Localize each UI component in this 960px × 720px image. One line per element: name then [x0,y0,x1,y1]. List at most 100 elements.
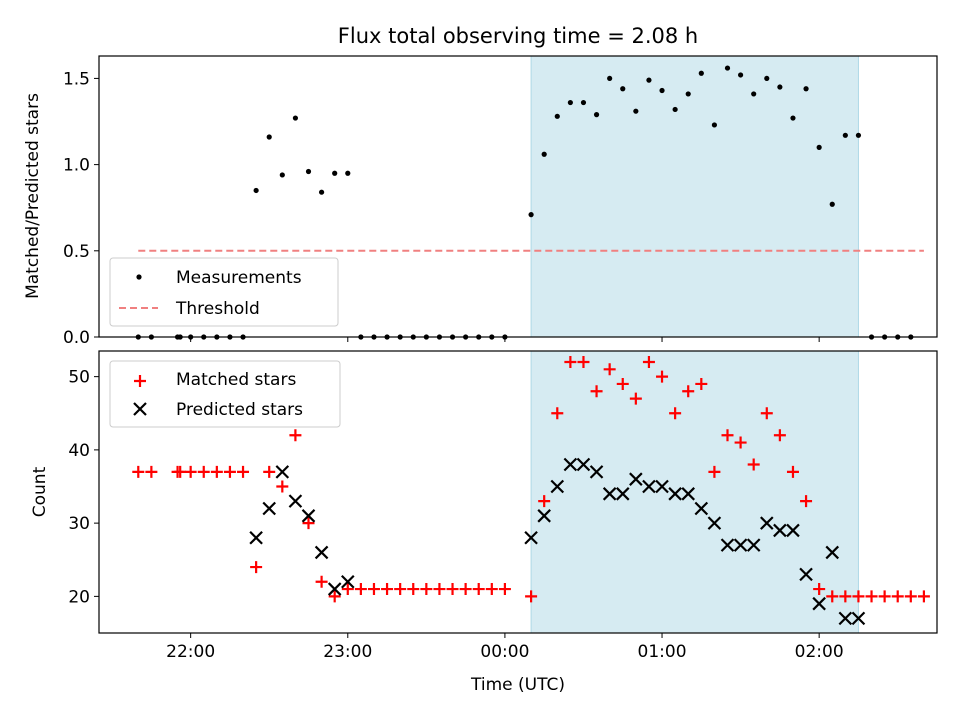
top-axis-ticks: 0.0 0.5 1.0 1.5 [63,69,820,348]
measurement-point [292,115,299,121]
matched-point [813,583,826,596]
predicted-point [655,479,669,494]
predicted-point [825,545,840,560]
measurement-point [345,170,351,176]
measurement-point [318,189,325,195]
y-tick-label-bottom: 30 [68,514,90,534]
matched-point [315,575,328,588]
matched-point [132,465,145,478]
predicted-point [812,596,826,611]
y-tick-label-top: 0.5 [63,242,90,262]
matched-point [237,465,250,478]
predicted-point [301,509,316,523]
matched-point [289,429,302,442]
top-axes-frame [98,55,938,338]
matched-point [381,583,394,596]
top-legend: Measurements Threshold [109,257,339,327]
predicted-point [707,516,722,530]
measurement-point [620,86,626,92]
matched-point [210,465,223,478]
legend-predicted-marker [133,402,147,416]
matched-point [760,407,773,420]
measurement-point [580,99,587,106]
matched-point [564,355,577,368]
matched-point [616,377,629,390]
matched-point [682,385,695,398]
predicted-point [341,574,355,589]
bottom-axes-frame [98,350,938,634]
predicted-point [838,611,853,626]
predicted-point [550,479,565,494]
matched-point [174,465,187,478]
shaded-span-top [530,55,859,338]
predicted-point [524,531,538,545]
matched-point [891,590,904,603]
predicted-point [733,538,748,552]
top-legend-box [109,257,339,327]
predicted-point [327,582,342,596]
legend-matched-marker [134,375,146,387]
measurement-point [279,172,285,178]
matched-point [747,458,760,471]
matched-point [721,429,734,442]
matched-point [865,590,878,603]
matched-point [145,465,158,478]
measurement-point [764,75,770,82]
predicted-point [681,487,695,501]
matched-point [629,392,642,405]
legend-measurements-marker [136,274,142,280]
measurement-point [803,86,809,92]
predicted-point [773,523,787,538]
matched-point [904,590,917,603]
legend-predicted-label: Predicted stars [176,400,303,420]
chart-title: Flux total observing time = 2.08 h [338,24,698,48]
bottom-legend: Matched stars Predicted stars [109,360,341,428]
matched-point [669,407,682,420]
matched-point [800,495,813,508]
matched-point [917,590,930,603]
top-y-axis-label: Matched/Predicted stars [23,93,43,299]
legend-threshold-label: Threshold [175,299,260,319]
predicted-point [589,465,604,479]
matched-point [708,465,721,478]
matched-point [485,583,498,596]
matched-point [341,583,354,596]
measurement-point [829,201,835,207]
predicted-point [786,523,800,538]
y-tick-label-top: 1.0 [63,156,90,176]
predicted-point [262,501,276,516]
measurement-point [672,106,678,113]
measurement-point [724,65,731,71]
matched-point [590,385,603,398]
matched-point [656,370,669,383]
measurement-point [711,122,718,128]
predicted-point [615,487,630,501]
measurement-point [567,99,573,106]
measurement-point [266,134,272,140]
top-panel: 0.0 0.5 1.0 1.5 Flux total observing time =… [23,24,938,348]
matched-point [197,465,210,478]
measurement-point [659,87,665,94]
matched-point [642,355,655,368]
matched-point [786,465,799,478]
predicted-point [629,472,643,486]
measurement-point [842,132,848,138]
measurement-point [528,212,534,218]
matched-point [577,355,590,368]
predicted-point [288,494,303,508]
matched-point [433,583,446,596]
y-tick-label-bottom: 40 [68,441,90,461]
measurement-point [305,168,312,175]
matched-point [263,465,276,478]
matched-point [223,465,236,478]
measurement-point [554,113,560,119]
x-tick-label: 00:00 [480,642,529,662]
x-tick-label: 22:00 [166,642,215,662]
matched-point [302,517,315,530]
matched-point [367,583,380,596]
measurement-point [646,77,652,83]
matched-point [525,590,538,603]
measurement-point [698,70,704,76]
y-tick-label-bottom: 50 [68,368,90,388]
